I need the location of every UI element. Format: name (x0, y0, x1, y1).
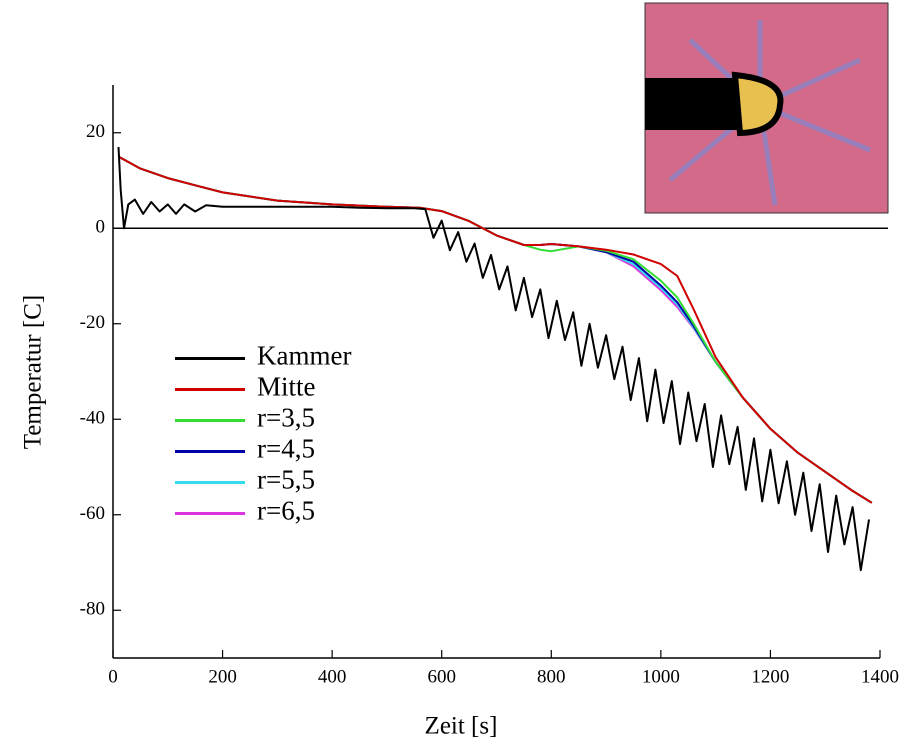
x-tick-label: 0 (108, 666, 118, 687)
inset-photo (644, 2, 889, 214)
y-tick-label: 20 (86, 121, 105, 142)
legend-label: r=3,5 (257, 403, 315, 433)
x-tick-label: 400 (318, 666, 347, 687)
x-tick-label: 200 (208, 666, 237, 687)
x-tick-label: 800 (537, 666, 566, 687)
y-tick-label: -20 (80, 312, 105, 333)
x-tick-label: 600 (427, 666, 456, 687)
legend-label: Mitte (257, 372, 316, 402)
y-tick-label: -40 (80, 408, 105, 429)
legend-label: Kammer (257, 341, 351, 371)
x-tick-label: 1000 (642, 666, 680, 687)
y-tick-label: 0 (96, 217, 106, 238)
series-line (117, 147, 870, 572)
legend-label: r=6,5 (257, 496, 315, 526)
legend-label: r=4,5 (257, 434, 315, 464)
y-axis-title: Temperatur [C] (20, 295, 47, 449)
x-axis-title: Zeit [s] (425, 713, 498, 740)
x-tick-label: 1200 (751, 666, 789, 687)
x-tick-label: 1400 (861, 666, 899, 687)
series-line (118, 155, 873, 504)
legend-label: r=5,5 (257, 465, 315, 495)
y-tick-label: -60 (80, 503, 105, 524)
y-tick-label: -80 (80, 599, 105, 620)
